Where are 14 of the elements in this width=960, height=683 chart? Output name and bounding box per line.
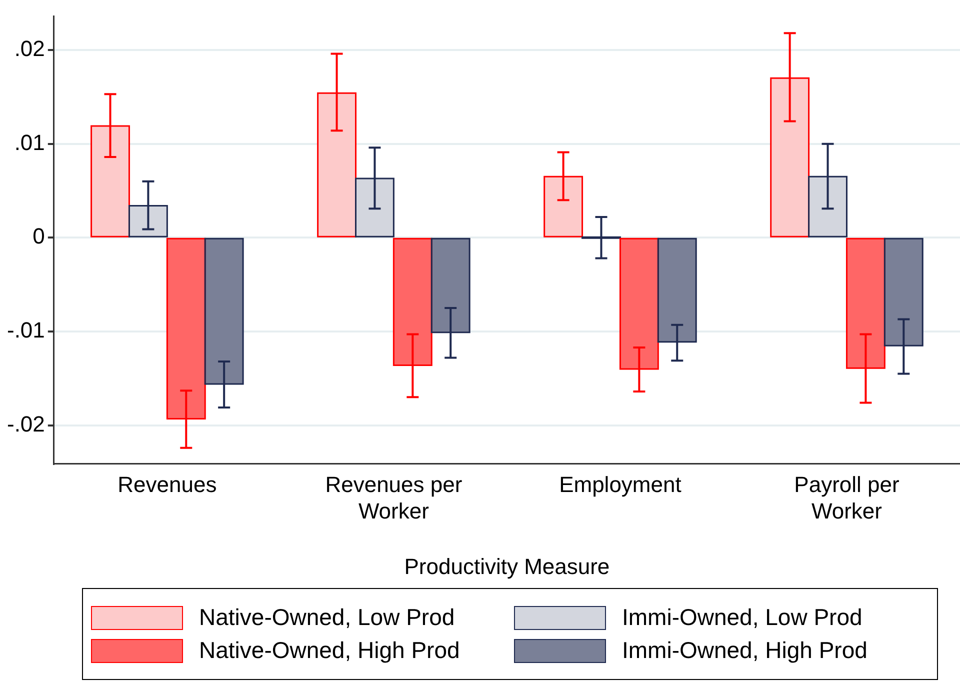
y-tick-label: 0 [32,224,45,249]
y-tick-label: .01 [14,130,45,155]
x-tick-label: Payroll per Worker [794,472,900,524]
legend-label: Native-Owned, Low Prod [199,604,455,631]
legend-label: Immi-Owned, Low Prod [622,604,862,631]
legend-label: Immi-Owned, High Prod [622,637,868,664]
y-tick-label: -.02 [6,411,45,436]
x-tick-label: Revenues [118,472,217,498]
x-axis-title: Productivity Measure [404,554,610,579]
legend-label: Native-Owned, High Prod [199,637,460,664]
x-tick-label: Revenues per Worker [325,472,462,524]
y-tick-label: -.01 [6,318,45,343]
y-tick-label: .02 [14,36,45,62]
x-tick-label: Employment [559,472,682,498]
